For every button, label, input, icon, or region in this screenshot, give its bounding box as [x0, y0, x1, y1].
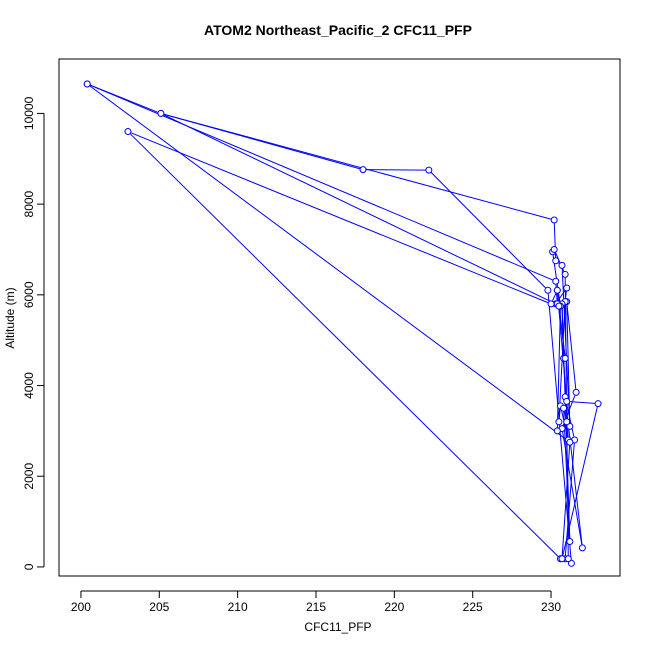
data-point — [83, 80, 91, 88]
data-point — [555, 302, 563, 310]
data-point — [563, 284, 571, 292]
series-segment — [558, 304, 566, 419]
chart-title: ATOM2 Northeast_Pacific_2 CFC11_PFP — [204, 22, 472, 38]
data-point — [553, 427, 561, 435]
data-point — [550, 245, 558, 253]
data-point — [564, 555, 572, 563]
data-point — [359, 166, 367, 174]
data-point — [425, 166, 433, 174]
series-segment — [561, 445, 571, 556]
y-tick-label: 2000 — [22, 463, 36, 490]
x-tick-label: 215 — [306, 600, 326, 614]
data-point — [563, 397, 571, 405]
data-point — [561, 270, 569, 278]
data-point — [552, 257, 560, 265]
y-tick-label: 6000 — [22, 281, 36, 308]
data-point — [594, 400, 602, 408]
series-segment — [89, 85, 568, 441]
x-tick-label: 225 — [463, 600, 483, 614]
y-tick-label: 4000 — [22, 372, 36, 399]
x-axis: 200 205 210 215 220 225 230 — [71, 590, 561, 614]
x-tick-label: 205 — [149, 600, 169, 614]
x-tick-label: 210 — [228, 600, 248, 614]
series-segment — [566, 304, 577, 389]
data-point — [572, 388, 580, 396]
data-point — [566, 538, 574, 546]
y-axis: 0 2000 4000 6000 8000 10000 — [22, 96, 45, 570]
plot-area-frame — [58, 58, 621, 577]
data-point — [552, 277, 560, 285]
data-point — [558, 555, 566, 563]
data-point — [550, 216, 558, 224]
series-segment — [90, 84, 553, 281]
data-point — [547, 300, 555, 308]
series-segment — [130, 132, 549, 304]
x-tick-label: 220 — [384, 600, 404, 614]
x-tick-label: 200 — [71, 600, 91, 614]
data-point — [555, 418, 563, 426]
series-segment — [563, 411, 567, 419]
series-segment — [563, 411, 571, 539]
data-point — [566, 438, 574, 446]
y-axis-label: Altitude (m) — [3, 287, 17, 348]
y-tick-label: 10000 — [22, 96, 36, 130]
series-segment — [558, 409, 561, 419]
data-point — [124, 128, 132, 136]
data-point — [578, 544, 586, 552]
y-tick-label: 8000 — [22, 190, 36, 217]
series-segment — [130, 133, 559, 557]
series-segment — [552, 293, 557, 302]
x-axis-label: CFC11_PFP — [304, 620, 371, 634]
series-segment — [164, 113, 552, 220]
data-point — [563, 418, 571, 426]
series-segment — [163, 114, 553, 303]
x-tick-label: 230 — [541, 600, 561, 614]
data-point — [544, 286, 552, 294]
series-segment — [562, 406, 598, 556]
data-point — [558, 261, 566, 269]
data-point — [157, 109, 165, 117]
data-point — [561, 354, 569, 362]
series-segment — [570, 401, 595, 404]
data-point — [560, 404, 568, 412]
series-segment — [558, 262, 560, 264]
series-segment — [564, 277, 569, 556]
data-point — [553, 286, 561, 294]
series-segment — [430, 172, 546, 289]
y-tick-label: 0 — [22, 563, 36, 570]
series-layer — [83, 80, 602, 567]
